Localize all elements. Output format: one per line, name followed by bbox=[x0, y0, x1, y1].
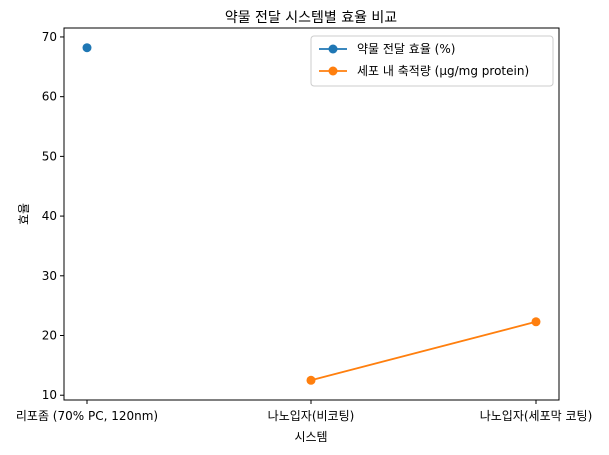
series-layer bbox=[82, 43, 541, 385]
y-tick-label: 50 bbox=[42, 149, 57, 163]
legend-marker-0 bbox=[328, 44, 338, 54]
legend-marker-1 bbox=[328, 66, 338, 76]
y-axis-title: 효율 bbox=[17, 203, 31, 225]
series-line-1 bbox=[310, 320, 537, 382]
y-tick-label: 40 bbox=[42, 209, 57, 223]
y-tick-label: 60 bbox=[42, 90, 57, 104]
x-axis-title: 시스템 bbox=[294, 430, 327, 444]
legend-label-0: 약물 전달 효율 (%) bbox=[357, 41, 455, 56]
x-axis: 리포좀 (70% PC, 120nm) 나노입자(비코팅) 나노입자(세포막 코팅) bbox=[16, 400, 592, 423]
legend-label-1: 세포 내 축적량 (μg/mg protein) bbox=[357, 64, 529, 78]
data-point-series-0 bbox=[82, 43, 92, 53]
chart-title: 약물 전달 시스템별 효율 비교 bbox=[225, 10, 397, 26]
x-tick-label: 나노입자(비코팅) bbox=[268, 409, 355, 423]
y-tick-label: 20 bbox=[42, 329, 57, 343]
y-tick-label: 10 bbox=[42, 388, 57, 402]
x-tick-label: 나노입자(세포막 코팅) bbox=[480, 409, 593, 423]
y-axis: 10 20 30 40 50 60 70 bbox=[42, 30, 64, 402]
x-tick-label: 리포좀 (70% PC, 120nm) bbox=[16, 409, 158, 423]
y-tick-label: 70 bbox=[42, 30, 57, 44]
data-point-series-1 bbox=[306, 375, 316, 385]
data-point-series-1 bbox=[531, 317, 541, 327]
y-tick-label: 30 bbox=[42, 269, 57, 283]
legend: 약물 전달 효율 (%) 세포 내 축적량 (μg/mg protein) bbox=[310, 35, 554, 87]
legend-box bbox=[310, 35, 554, 87]
